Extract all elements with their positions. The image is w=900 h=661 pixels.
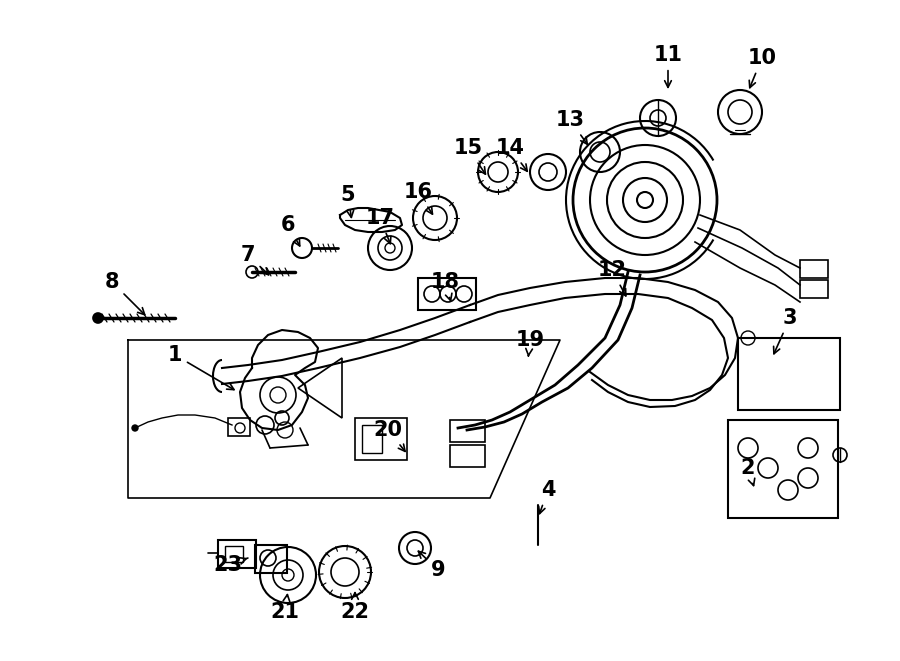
Bar [800, 260, 828, 278]
Bar [218, 540, 256, 568]
Text: 2: 2 [741, 458, 755, 486]
Circle shape [132, 425, 138, 431]
Text: 10: 10 [748, 48, 777, 88]
Bar [738, 338, 840, 410]
Text: 6: 6 [281, 215, 300, 246]
Text: 3: 3 [774, 308, 797, 354]
Bar [800, 280, 828, 298]
Text: 14: 14 [496, 138, 527, 171]
Text: 15: 15 [454, 138, 485, 174]
Bar [418, 278, 476, 310]
Text: 17: 17 [365, 208, 394, 244]
Text: 9: 9 [418, 551, 446, 580]
Bar [355, 418, 407, 460]
Text: 23: 23 [213, 555, 248, 575]
Bar [255, 545, 287, 573]
Text: 21: 21 [271, 595, 300, 622]
Text: 13: 13 [555, 110, 588, 144]
Bar [362, 425, 382, 453]
Text: 18: 18 [430, 272, 460, 301]
Text: 5: 5 [341, 185, 356, 217]
Bar [228, 418, 250, 436]
Text: 16: 16 [403, 182, 433, 214]
Text: 20: 20 [374, 420, 405, 451]
Text: 11: 11 [653, 45, 682, 87]
Text: 4: 4 [539, 480, 555, 514]
Text: 7: 7 [241, 245, 268, 275]
Bar [225, 546, 243, 562]
Text: 22: 22 [340, 593, 370, 622]
Text: 19: 19 [516, 330, 544, 356]
Bar [450, 420, 485, 442]
Bar [450, 445, 485, 467]
Text: 8: 8 [104, 272, 145, 315]
Text: 12: 12 [598, 260, 626, 296]
Text: 1: 1 [167, 345, 234, 389]
Bar [728, 420, 838, 518]
Circle shape [93, 313, 103, 323]
